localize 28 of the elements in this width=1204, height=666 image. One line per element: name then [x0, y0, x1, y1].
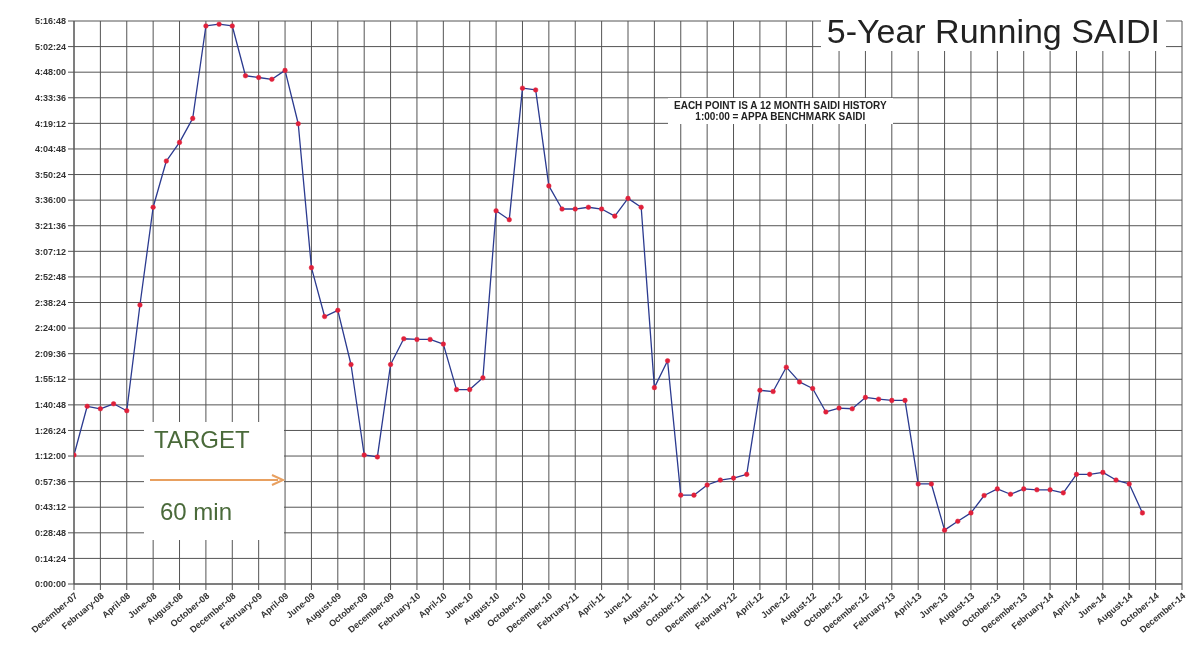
y-tick-label: 3:50:24	[34, 169, 66, 180]
chart-title: 5-Year Running SAIDI	[820, 12, 1166, 51]
y-tick-label: 1:40:48	[34, 400, 66, 411]
y-tick-label: 0:57:36	[34, 476, 66, 487]
y-tick-label: 2:24:00	[34, 323, 66, 334]
y-tick-label: 1:26:24	[34, 425, 66, 436]
y-tick-label: 0:00:00	[34, 579, 66, 590]
y-tick-label: 2:38:24	[34, 297, 66, 308]
y-tick-label: 5:02:24	[34, 41, 66, 52]
y-tick-label: 3:36:00	[34, 195, 66, 206]
annotation: 60 min	[160, 498, 233, 526]
y-tick-label: 0:43:12	[34, 502, 66, 513]
y-tick-label: 1:12:00	[34, 451, 66, 462]
annotation: 1:00:00 = APPA BENCHMARK SAIDI	[694, 111, 867, 122]
y-tick-label: 2:52:48	[34, 272, 66, 283]
y-tick-label: 3:07:12	[34, 246, 66, 257]
y-tick-label: 5:16:48	[34, 16, 66, 27]
annotation: TARGET	[154, 426, 250, 454]
y-tick-label: 4:19:12	[34, 118, 66, 129]
annotation: EACH POINT IS A 12 MONTH SAIDI HISTORY	[674, 100, 887, 111]
y-tick-label: 0:14:24	[34, 553, 66, 564]
y-tick-label: 4:04:48	[34, 144, 66, 155]
y-tick-label: 4:33:36	[34, 92, 66, 103]
y-tick-label: 1:55:12	[34, 374, 66, 385]
y-tick-label: 4:48:00	[34, 67, 66, 78]
y-tick-label: 3:21:36	[34, 220, 66, 231]
y-tick-label: 2:09:36	[34, 348, 66, 359]
y-tick-label: 0:28:48	[34, 528, 66, 539]
